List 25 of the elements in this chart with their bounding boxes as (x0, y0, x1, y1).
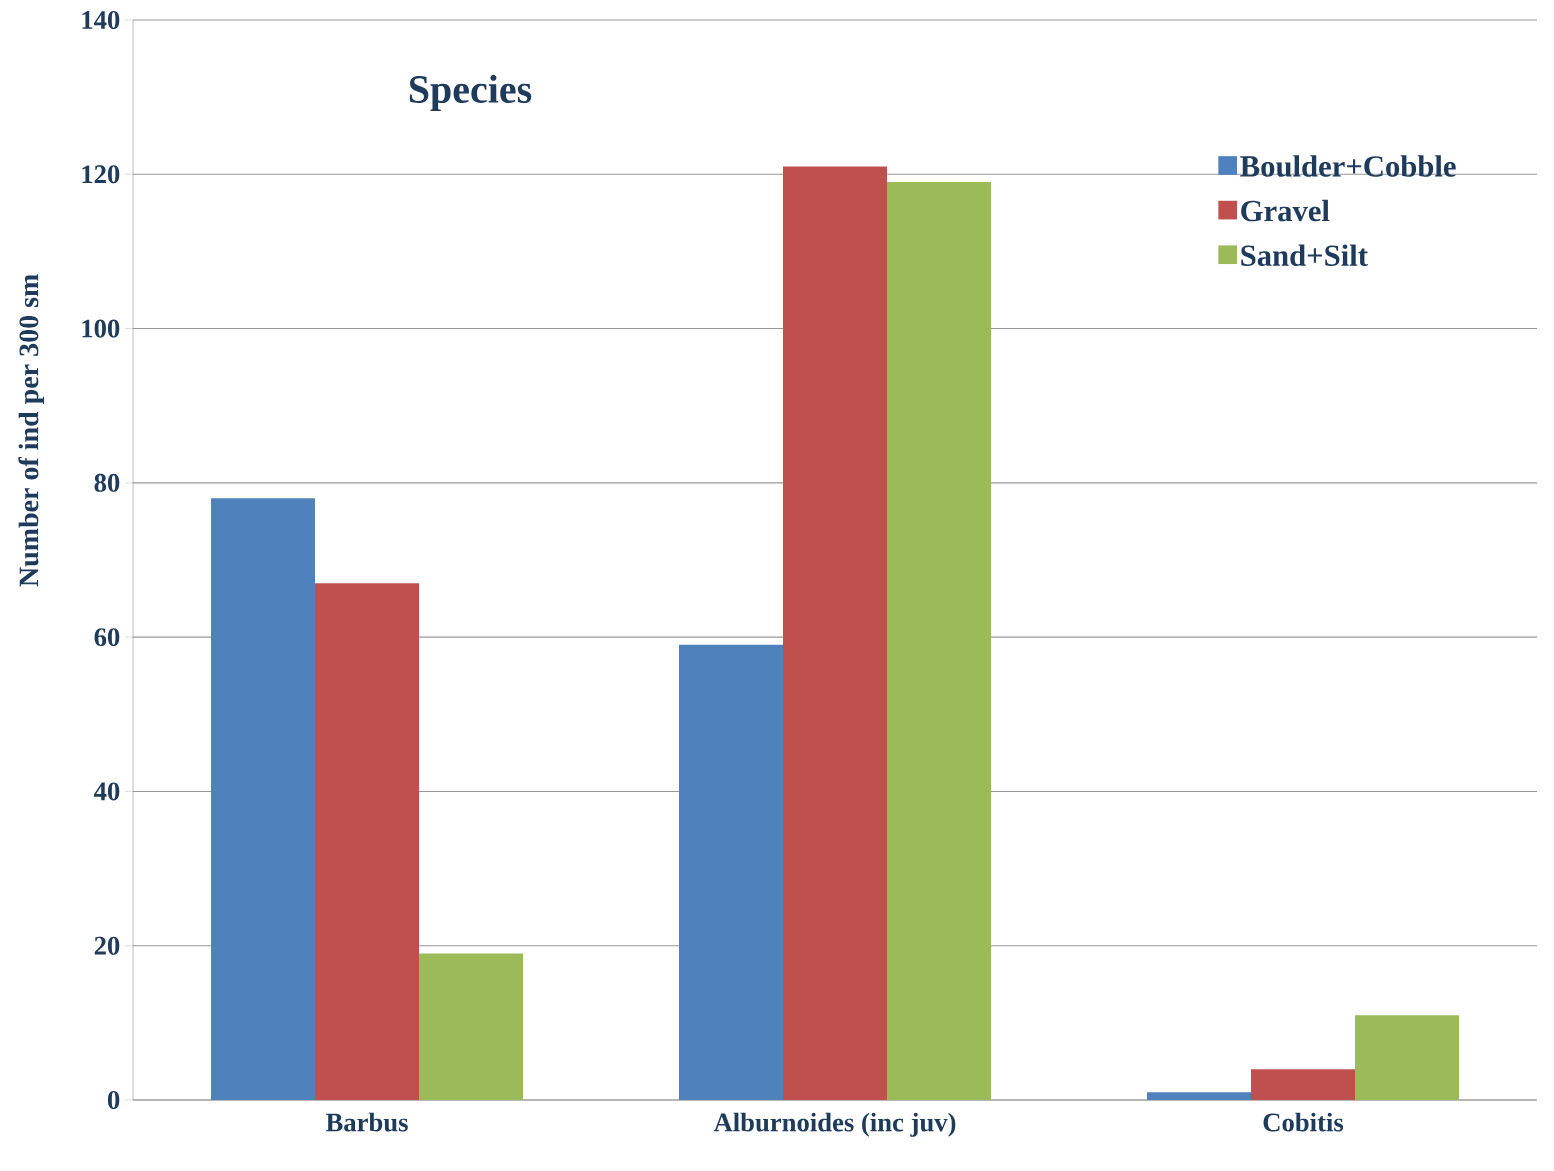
bar (1147, 1092, 1251, 1100)
x-tick-label: Barbus (325, 1112, 408, 1132)
bar (1251, 1069, 1355, 1100)
bar (887, 181, 991, 1100)
bar (211, 498, 315, 1100)
bar (783, 166, 887, 1100)
bar (679, 644, 783, 1100)
y-axis-title: Number of ind per 300 sm (18, 274, 45, 587)
text: Species (409, 74, 532, 112)
y-tick-label: 120 (82, 165, 120, 184)
bar (1355, 1015, 1459, 1100)
y-tick-label: 80 (94, 473, 120, 492)
legend-label: Gravel (1241, 199, 1330, 222)
bar (315, 583, 420, 1100)
legend-label: Sand+Silt (1241, 244, 1368, 266)
y-tick-label: 40 (93, 782, 120, 801)
x-tick-label: Alburnoides (inc juv) (713, 1112, 956, 1137)
y-tick-label: 0 (107, 1090, 120, 1109)
legend-label: Boulder+Cobble (1240, 155, 1456, 177)
y-tick-label: 20 (94, 936, 120, 955)
x-tick-label: Cobitis (1263, 1112, 1344, 1132)
y-tick-label: 100 (82, 319, 120, 338)
y-tick-label: 60 (94, 628, 120, 647)
y-tick-label: 140 (82, 10, 120, 29)
bar (419, 953, 523, 1100)
